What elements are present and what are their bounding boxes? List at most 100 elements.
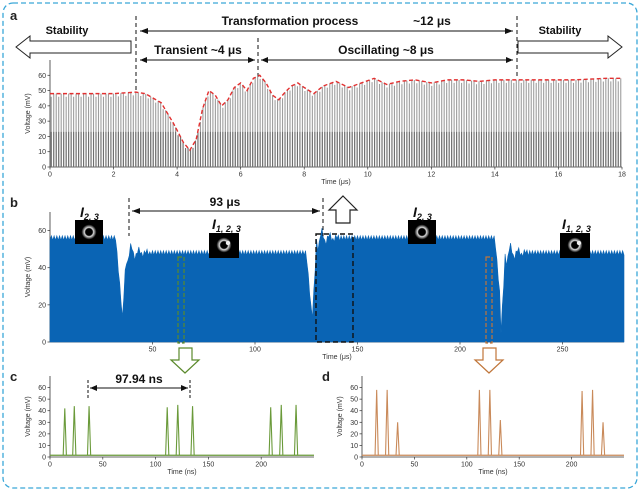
x-tick-label-d-1: 50 (411, 462, 419, 469)
x-tick-label-a-4: 8 (302, 172, 306, 179)
pulse-d-3 (477, 389, 482, 456)
panel-label-c: c (10, 369, 17, 384)
x-axis-label-b: Time (μs) (322, 354, 351, 361)
y-tick-label-a-2: 20 (38, 134, 46, 141)
mode-image-4 (560, 233, 590, 258)
mode-caption-2: I1, 2, 3 (212, 216, 241, 234)
up-arrow (327, 195, 359, 224)
green-sample-box (177, 256, 185, 344)
mode-caption-1: I2, 3 (80, 204, 99, 222)
trace-a-pulses (50, 76, 622, 167)
y-tick-label-c-1: 10 (38, 443, 46, 450)
y-axis-label-a: Voltage (mV) (25, 93, 32, 133)
x-tick-label-b-1: 100 (249, 347, 261, 354)
pulse-d-5 (498, 419, 503, 456)
trace-a-baseline (50, 131, 622, 167)
y-tick-label-d-2: 20 (350, 431, 358, 438)
x-tick-label-c-4: 200 (255, 462, 267, 469)
y-tick-label-c-6: 60 (38, 385, 46, 392)
y-tick-label-d-1: 10 (350, 443, 358, 450)
x-tick-label-c-2: 100 (150, 462, 162, 469)
pulse-d-8 (600, 422, 606, 456)
chart-a: 0 2 4 6 8 10 12 14 16 18 0 10 20 30 40 50 60 Time (μs) Vol… (25, 60, 626, 186)
oscillating-label: Oscillating ~8 μs (338, 43, 434, 57)
envelope-line-a (50, 74, 622, 152)
transition-box (315, 233, 354, 343)
x-tick-label-d-2: 100 (461, 462, 473, 469)
pulse-d-0 (374, 389, 379, 456)
y-tick-label-c-0: 0 (42, 455, 46, 462)
mode-image-1 (75, 220, 103, 244)
panel-label-d: d (322, 369, 330, 384)
x-tick-label-b-2: 150 (352, 347, 364, 354)
x-tick-label-a-9: 18 (618, 172, 626, 179)
pulse-c-7 (279, 404, 284, 456)
panel-label-a: a (10, 8, 18, 23)
y-tick-label-b-2: 40 (38, 265, 46, 272)
y-tick-label-a-6: 60 (38, 73, 46, 80)
pulse-c-2 (86, 406, 92, 456)
y-tick-label-c-3: 30 (38, 420, 46, 427)
x-tick-label-d-4: 200 (566, 462, 578, 469)
chart-d: 0 50 100 150 200 0 10 20 30 40 50 60 Time (ns) Voltag… (337, 376, 624, 476)
mode-image-3 (408, 220, 436, 244)
x-axis-label-a: Time (μs) (321, 179, 350, 186)
x-tick-label-c-0: 0 (48, 462, 52, 469)
x-tick-label-b-0: 50 (149, 347, 157, 354)
x-tick-label-a-3: 6 (239, 172, 243, 179)
pulse-c-4 (175, 404, 180, 456)
y-tick-label-c-5: 50 (38, 397, 46, 404)
pulse-c-6 (268, 407, 273, 456)
x-tick-label-c-1: 50 (99, 462, 107, 469)
transformation-time: ~12 μs (413, 14, 451, 28)
chart-c: 0 50 100 150 200 0 10 20 30 40 50 60 Time (ns) Voltag… (25, 376, 314, 476)
stability-left-label: Stability (46, 25, 90, 37)
x-tick-label-a-7: 14 (491, 172, 499, 179)
x-tick-label-a-0: 0 (48, 172, 52, 179)
transient-label: Transient ~4 μs (154, 43, 242, 57)
chart-b: 50 100 150 200 250 0 20 40 60 Time (μs) Voltage (m… (25, 212, 625, 361)
green-down-arrow (169, 347, 201, 374)
y-tick-label-a-0: 0 (42, 165, 46, 172)
panel-a-annotations: Stability Stability Transformation proce… (15, 14, 623, 92)
y-tick-label-c-4: 40 (38, 408, 46, 415)
pulse-c-1 (72, 406, 77, 456)
y-axis-label-d: Voltage (mV) (337, 396, 344, 436)
panel-c-annotations: 97.94 ns (87, 372, 191, 398)
mode-caption-4: I1, 2, 3 (562, 216, 591, 234)
stability-right-arrow (517, 34, 623, 60)
y-tick-label-d-3: 30 (350, 420, 358, 427)
mode-caption-3: I2, 3 (413, 204, 432, 222)
pulse-c-8 (293, 404, 299, 456)
y-axis-label-b: Voltage (mV) (25, 257, 32, 297)
pulse-d-1 (385, 389, 390, 456)
x-tick-label-a-5: 10 (364, 172, 372, 179)
transformation-label: Transformation process (222, 14, 359, 28)
y-tick-label-a-3: 30 (38, 119, 46, 126)
x-tick-label-a-2: 4 (175, 172, 179, 179)
y-tick-label-c-2: 20 (38, 431, 46, 438)
pulse-c-0 (62, 408, 67, 456)
y-tick-label-d-0: 0 (354, 455, 358, 462)
x-tick-label-a-1: 2 (112, 172, 116, 179)
panel-label-b: b (10, 195, 18, 210)
y-tick-label-d-5: 50 (350, 397, 358, 404)
y-tick-label-b-0: 0 (42, 340, 46, 347)
x-tick-label-d-3: 150 (513, 462, 525, 469)
stability-right-label: Stability (539, 25, 583, 37)
y-tick-label-a-1: 10 (38, 149, 46, 156)
mode-image-2 (209, 233, 239, 258)
y-tick-label-d-6: 60 (350, 385, 358, 392)
y-tick-label-b-1: 20 (38, 302, 46, 309)
pulse-c-3 (165, 407, 170, 456)
pulse-c-5 (190, 406, 195, 456)
x-tick-label-c-3: 150 (203, 462, 215, 469)
y-tick-label-d-4: 40 (350, 408, 358, 415)
orange-sample-box (485, 256, 493, 344)
x-tick-label-a-8: 16 (555, 172, 563, 179)
stability-left-arrow (15, 34, 132, 60)
period-b-label: 93 μs (210, 195, 241, 209)
x-tick-label-b-3: 200 (454, 347, 466, 354)
